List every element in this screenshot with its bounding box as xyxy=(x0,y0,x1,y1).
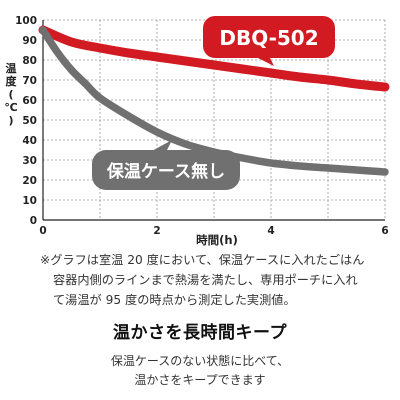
y-tick-label: 10 xyxy=(22,195,37,207)
x-tick-labels: 0 2 4 6 xyxy=(39,225,388,237)
series-label-text: DBQ-502 xyxy=(219,26,318,50)
series-line-dbq-502 xyxy=(38,25,390,92)
label-badge xyxy=(92,150,240,190)
y-tick-label: 30 xyxy=(22,155,37,167)
chart-series-lines xyxy=(38,25,390,176)
series-label-text: 保温ケース無し xyxy=(106,161,225,182)
label-pointer xyxy=(150,140,172,152)
note-line: 容器内側のラインまで熱湯を満たし、専用ポーチに入れ xyxy=(53,273,358,287)
chart-axes xyxy=(42,20,385,221)
label-badge xyxy=(203,16,335,58)
section-description: 保温ケースのない状態に比べて、 温かさをキープできます xyxy=(0,352,400,390)
measurement-note: ※グラフは室温 20 度において、保温ケースに入れたごはん 容器内側のラインまで… xyxy=(40,250,390,310)
section-heading: 温かさを長時間キープ xyxy=(113,323,287,343)
y-tick-label: 90 xyxy=(22,35,37,47)
y-tick-label: 20 xyxy=(22,175,37,187)
x-tick-label: 0 xyxy=(39,225,46,237)
series-label-dbq-502: DBQ-502 xyxy=(203,16,335,66)
y-tick-label: 50 xyxy=(22,115,37,127)
y-tick-label: 100 xyxy=(15,15,37,27)
description-line: 保温ケースのない状態に比べて、 xyxy=(110,354,290,368)
y-tick-label: 0 xyxy=(30,215,37,227)
y-axis-label: 温度(℃) xyxy=(4,62,18,127)
y-tick-label: 40 xyxy=(22,135,37,147)
series-line-no-case xyxy=(39,26,389,176)
label-pointer xyxy=(258,58,274,66)
x-axis-label: 時間(h) xyxy=(196,233,238,247)
description-line: 温かさをキープできます xyxy=(134,373,266,387)
note-line: て湯温が 95 度の時点から測定した実測値。 xyxy=(53,293,296,307)
y-tick-label: 70 xyxy=(22,75,37,87)
x-tick-label: 4 xyxy=(267,225,274,237)
temperature-chart: 0 10 20 30 40 50 60 70 80 90 100 0 2 4 6 DBQ-502 保温ケース… xyxy=(15,15,390,247)
note-line: ※グラフは室温 20 度において、保温ケースに入れたごはん xyxy=(40,253,365,267)
y-tick-label: 80 xyxy=(22,55,37,67)
series-label-no-case: 保温ケース無し xyxy=(92,140,240,190)
y-tick-labels: 0 10 20 30 40 50 60 70 80 90 100 xyxy=(15,15,37,227)
x-tick-label: 2 xyxy=(153,225,160,237)
x-tick-label: 6 xyxy=(381,225,388,237)
y-tick-label: 60 xyxy=(22,95,37,107)
series-labels: DBQ-502 保温ケース無し xyxy=(92,16,335,190)
